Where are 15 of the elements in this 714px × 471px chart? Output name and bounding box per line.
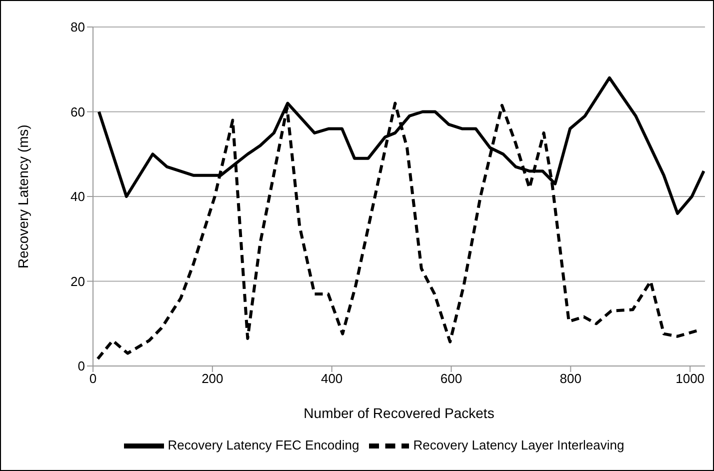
x-tick-label: 600 xyxy=(440,371,462,386)
x-tick-label: 400 xyxy=(320,371,343,386)
y-tick-label: 60 xyxy=(70,104,85,120)
x-tick-label: 0 xyxy=(89,371,97,386)
y-axis-title: Recovery Latency (ms) xyxy=(14,124,31,268)
y-tick-label: 20 xyxy=(70,274,85,289)
y-tick-label: 40 xyxy=(70,189,85,204)
x-axis-title: Number of Recovered Packets xyxy=(304,405,494,421)
x-tick-label: 800 xyxy=(560,371,582,386)
y-tick-label: 0 xyxy=(78,358,85,374)
legend-label: Recovery Latency FEC Encoding xyxy=(168,437,360,452)
x-tick-label: 1000 xyxy=(676,371,705,386)
x-tick-label: 200 xyxy=(202,371,224,386)
legend-label: Recovery Latency Layer Interleaving xyxy=(413,437,624,452)
y-tick-label: 80 xyxy=(70,20,85,35)
